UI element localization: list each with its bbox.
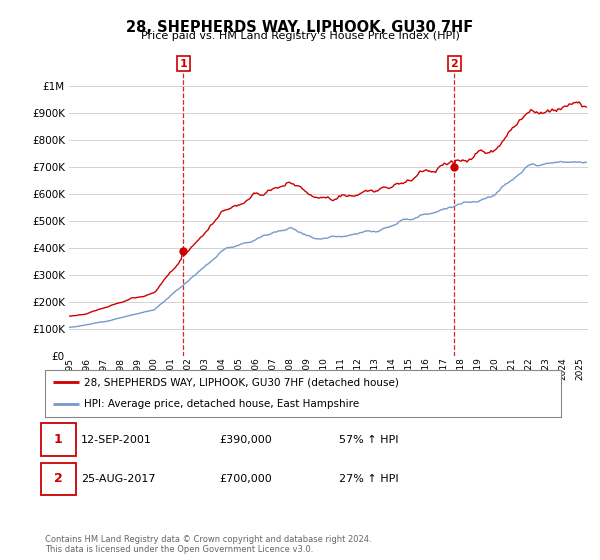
Text: Contains HM Land Registry data © Crown copyright and database right 2024.
This d: Contains HM Land Registry data © Crown c… — [45, 535, 371, 554]
Text: 28, SHEPHERDS WAY, LIPHOOK, GU30 7HF: 28, SHEPHERDS WAY, LIPHOOK, GU30 7HF — [127, 20, 473, 35]
Text: 1: 1 — [54, 433, 62, 446]
Text: 2: 2 — [54, 472, 62, 486]
Text: 57% ↑ HPI: 57% ↑ HPI — [339, 435, 398, 445]
Text: 1: 1 — [179, 59, 187, 69]
Text: HPI: Average price, detached house, East Hampshire: HPI: Average price, detached house, East… — [83, 399, 359, 409]
Text: 28, SHEPHERDS WAY, LIPHOOK, GU30 7HF (detached house): 28, SHEPHERDS WAY, LIPHOOK, GU30 7HF (de… — [83, 377, 398, 388]
Text: £390,000: £390,000 — [219, 435, 272, 445]
Text: 12-SEP-2001: 12-SEP-2001 — [81, 435, 152, 445]
Text: £700,000: £700,000 — [219, 474, 272, 484]
Text: Price paid vs. HM Land Registry's House Price Index (HPI): Price paid vs. HM Land Registry's House … — [140, 31, 460, 41]
Text: 27% ↑ HPI: 27% ↑ HPI — [339, 474, 398, 484]
Text: 2: 2 — [451, 59, 458, 69]
Text: 25-AUG-2017: 25-AUG-2017 — [81, 474, 155, 484]
